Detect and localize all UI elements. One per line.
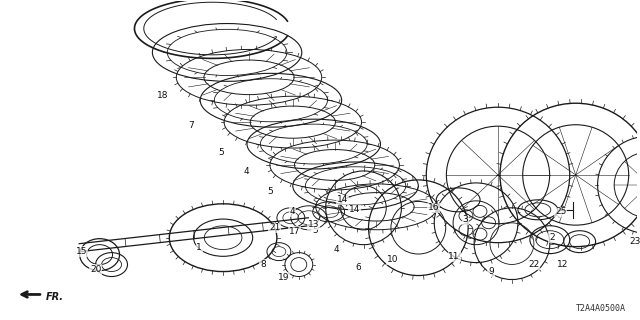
Text: 4: 4 [243,167,249,176]
Text: 4: 4 [334,245,339,254]
Text: 13: 13 [308,220,319,229]
Text: 22: 22 [528,260,540,269]
Text: 14: 14 [337,195,348,204]
Text: 15: 15 [76,247,88,256]
Text: 16: 16 [428,203,439,212]
Text: FR.: FR. [46,292,64,302]
Text: 5: 5 [312,226,317,235]
Text: 4: 4 [290,207,296,216]
Text: 23: 23 [630,237,640,246]
Text: 7: 7 [188,121,194,130]
Text: 10: 10 [387,255,398,264]
Text: 18: 18 [157,91,168,100]
Text: 21: 21 [269,223,280,232]
Text: 20: 20 [90,265,101,274]
Text: 25: 25 [555,207,566,216]
Text: 2: 2 [549,233,555,242]
Text: 11: 11 [449,252,460,261]
Text: 1: 1 [196,243,202,252]
Text: 14: 14 [349,205,360,214]
Text: 12: 12 [557,260,568,269]
Text: 19: 19 [278,273,290,282]
Text: 9: 9 [488,267,494,276]
Text: 5: 5 [218,148,224,156]
Text: 6: 6 [356,263,362,272]
Text: 5: 5 [267,188,273,196]
Text: 8: 8 [260,260,266,269]
Text: T2A4A0500A: T2A4A0500A [575,304,625,313]
Text: 17: 17 [289,227,301,236]
Text: 3: 3 [462,215,468,224]
